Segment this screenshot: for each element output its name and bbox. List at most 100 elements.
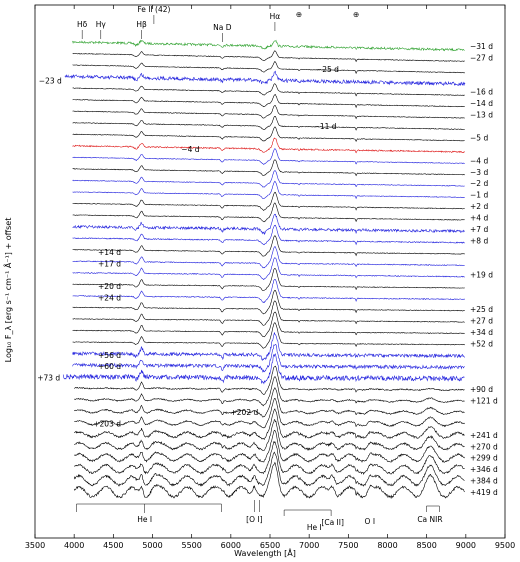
epoch-label: −11 d [314, 122, 337, 131]
spectrum-line [72, 235, 465, 257]
line-id-label: Hβ [136, 20, 147, 29]
epoch-label: −3 d [470, 168, 488, 177]
spectrum-line [72, 61, 465, 75]
spectrum-line [72, 159, 465, 177]
epoch-label: +24 d [98, 294, 121, 303]
epoch-label: +17 d [98, 259, 121, 268]
epoch-label: +299 d [470, 454, 498, 463]
x-axis-label: Wavelength [Å] [234, 547, 296, 558]
spectrum-line [72, 257, 465, 280]
epoch-label: −23 d [39, 76, 62, 85]
spectrum-line [74, 408, 465, 440]
spectrum-line [72, 115, 465, 131]
spectrum-line [72, 148, 465, 165]
epoch-label: +121 d [470, 397, 498, 406]
spectrum-line [72, 180, 465, 200]
spectrum-line [72, 268, 465, 291]
line-id-label: Ca NIR [417, 515, 442, 524]
spectrum-line [72, 191, 465, 211]
spectrum-line [72, 137, 465, 154]
spectrum-line [73, 440, 465, 475]
x-tick-label: 7000 [299, 541, 319, 550]
spectrum-line [72, 332, 465, 361]
x-tick-label: 5500 [181, 541, 201, 550]
spectrum-line [74, 419, 465, 451]
epoch-label: +14 d [98, 248, 121, 257]
epoch-label: +20 d [98, 282, 121, 291]
spectrum-line [72, 83, 465, 97]
plot-area: −31 d −27 d −25 d −23 d −16 d −14 d −13 d −11 d… [34, 4, 506, 539]
x-tick-label: 9000 [456, 541, 476, 550]
line-id-label: ⊕ [296, 10, 302, 19]
epoch-label: +52 d [470, 339, 493, 348]
ca-nir-bracket [426, 505, 440, 512]
x-tick-label: 5000 [142, 541, 162, 550]
x-tick-label: 3500 [25, 541, 45, 550]
epoch-label: −13 d [470, 111, 493, 120]
epoch-label: −1 d [470, 191, 488, 200]
epoch-label: +419 d [470, 488, 498, 497]
spectrum-line [72, 202, 465, 223]
spectrum-line [72, 224, 465, 246]
spectrum-line [72, 213, 465, 236]
spectrum-line [74, 387, 465, 418]
spectrum-line [74, 429, 465, 463]
line-id-label: He I [137, 515, 152, 524]
spectrum-line [72, 105, 465, 120]
epoch-label: −27 d [470, 53, 493, 62]
spectrum-line [72, 170, 465, 188]
epoch-label: +384 d [470, 477, 498, 486]
epoch-label: +2 d [470, 202, 488, 211]
spectrum-line [72, 344, 465, 373]
line-id-label: [O I] [246, 515, 262, 524]
epoch-label: +241 d [470, 431, 498, 440]
spectrum-line [72, 311, 465, 338]
epoch-label: +73 d [37, 374, 60, 383]
x-tick-label: 8500 [416, 541, 436, 550]
line-id-label: [Ca II] [321, 518, 344, 527]
x-tick-label: 9500 [495, 541, 515, 550]
epoch-label: −14 d [470, 99, 493, 108]
line-id-label: ⊕ [353, 10, 359, 19]
line-id-label: Fe II (42) [137, 5, 170, 14]
epoch-label: +34 d [470, 328, 493, 337]
epoch-label: −31 d [470, 42, 493, 51]
spectrum-line [72, 300, 465, 326]
spectrum-line [74, 376, 465, 407]
spectrum-line [62, 353, 465, 385]
epoch-label: +19 d [470, 271, 493, 280]
spectrum-line [74, 398, 465, 429]
spectrum-line [72, 279, 465, 303]
spectrum-line [72, 126, 465, 142]
epoch-label: +60 d [98, 362, 121, 371]
o-i-bracket [254, 500, 260, 512]
epoch-label: +56 d [98, 351, 121, 360]
line-id-label: Hα [270, 12, 281, 21]
epoch-label: +25 d [470, 305, 493, 314]
x-tick-label: 8000 [377, 541, 397, 550]
y-axis-label: Log₁₀ F_λ [erg s⁻¹ cm⁻¹ Å⁻¹] + offset [2, 218, 13, 363]
epoch-label: +27 d [470, 316, 493, 325]
epoch-label: −5 d [470, 133, 488, 142]
epoch-label: +202 d [231, 408, 259, 417]
epoch-label: −16 d [470, 88, 493, 97]
epoch-label: +203 d [93, 419, 121, 428]
epoch-label: −4 d [181, 145, 199, 154]
line-id-label: He I [307, 523, 322, 532]
line-id-label: O I [365, 517, 376, 526]
spectrum-line [74, 365, 465, 395]
epoch-label: +90 d [470, 385, 493, 394]
spectrum-line [72, 94, 465, 109]
spectrum-line [73, 461, 465, 500]
epoch-label: +270 d [470, 442, 498, 451]
spectrum-line [72, 246, 465, 269]
epoch-label: +346 d [470, 465, 498, 474]
epoch-label: +7 d [470, 225, 488, 234]
epoch-label: +8 d [470, 236, 488, 245]
line-id-label: Na D [213, 23, 232, 32]
spectrum-line [72, 289, 465, 315]
line-id-label: Hδ [77, 20, 88, 29]
he-i-red-bracket [283, 509, 332, 516]
